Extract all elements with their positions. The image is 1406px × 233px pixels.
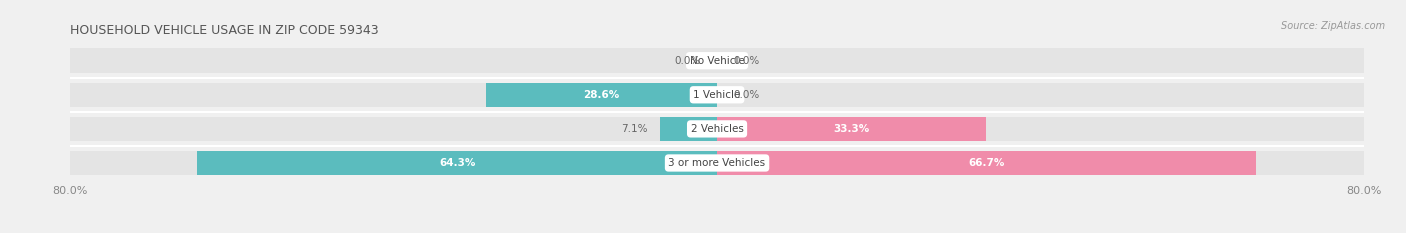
Bar bbox=[197, 151, 717, 175]
Text: 0.0%: 0.0% bbox=[734, 56, 759, 66]
Text: 7.1%: 7.1% bbox=[621, 124, 648, 134]
Text: No Vehicle: No Vehicle bbox=[689, 56, 745, 66]
Bar bbox=[486, 82, 717, 107]
Text: 2 Vehicles: 2 Vehicles bbox=[690, 124, 744, 134]
Text: 0.0%: 0.0% bbox=[675, 56, 700, 66]
Text: 66.7%: 66.7% bbox=[969, 158, 1005, 168]
Bar bbox=[70, 151, 1364, 175]
Text: 3 or more Vehicles: 3 or more Vehicles bbox=[668, 158, 766, 168]
Bar bbox=[659, 116, 717, 141]
Bar bbox=[717, 116, 986, 141]
Text: 0.0%: 0.0% bbox=[734, 90, 759, 100]
Text: 28.6%: 28.6% bbox=[583, 90, 620, 100]
Text: 64.3%: 64.3% bbox=[439, 158, 475, 168]
Text: 1 Vehicle: 1 Vehicle bbox=[693, 90, 741, 100]
Bar bbox=[70, 82, 1364, 107]
Text: 33.3%: 33.3% bbox=[834, 124, 870, 134]
Text: HOUSEHOLD VEHICLE USAGE IN ZIP CODE 59343: HOUSEHOLD VEHICLE USAGE IN ZIP CODE 5934… bbox=[70, 24, 380, 37]
Bar bbox=[717, 151, 1257, 175]
Text: Source: ZipAtlas.com: Source: ZipAtlas.com bbox=[1281, 21, 1385, 31]
Bar bbox=[70, 48, 1364, 73]
Bar bbox=[70, 116, 1364, 141]
